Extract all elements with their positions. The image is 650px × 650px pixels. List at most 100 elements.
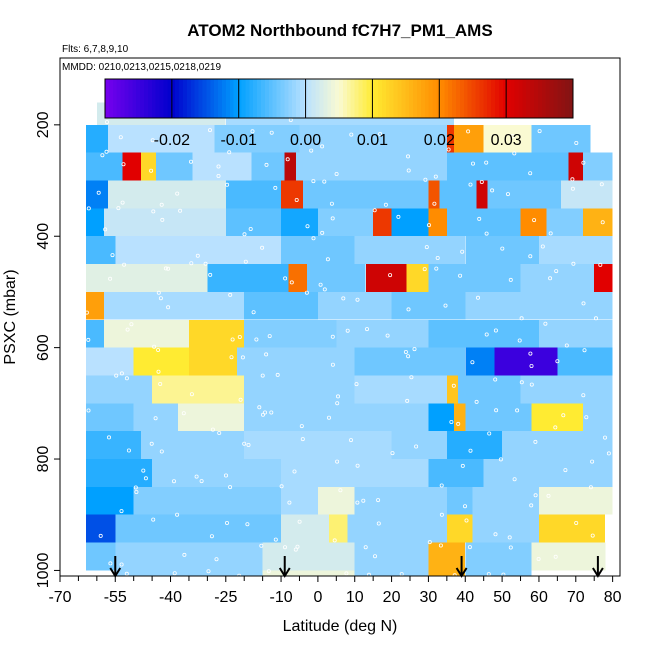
x-tick-label: 30 xyxy=(420,589,438,606)
heatmap-cell xyxy=(317,486,355,515)
heatmap-cell xyxy=(85,208,105,237)
data-marker xyxy=(175,191,180,196)
colorbar-segment xyxy=(292,79,297,118)
colorbar-segment xyxy=(510,79,515,118)
data-marker xyxy=(108,561,113,566)
data-marker xyxy=(237,334,242,339)
colorbar-segment xyxy=(140,79,145,118)
colorbar-segment xyxy=(288,79,293,118)
data-marker xyxy=(372,554,377,559)
y-tick-label: 200 xyxy=(35,111,52,138)
data-marker xyxy=(467,545,472,550)
data-marker xyxy=(262,410,267,415)
data-marker xyxy=(188,159,193,164)
data-marker xyxy=(548,231,553,236)
colorbar-segment xyxy=(147,79,153,118)
colorbar-segment xyxy=(198,79,203,118)
data-marker xyxy=(468,182,473,187)
data-marker xyxy=(141,468,146,473)
colorbar-segment xyxy=(339,79,344,118)
heatmap-cell xyxy=(188,319,245,348)
data-marker xyxy=(405,154,410,159)
colorbar-segment xyxy=(222,79,227,118)
colorbar-segment xyxy=(436,79,441,118)
heatmap-cell xyxy=(85,431,142,459)
data-marker xyxy=(279,484,284,489)
data-marker xyxy=(189,261,194,266)
colorbar-segment xyxy=(300,79,305,118)
data-marker xyxy=(260,373,265,378)
colorbar-segment xyxy=(456,79,461,118)
data-marker xyxy=(305,224,310,229)
data-marker xyxy=(543,321,548,326)
data-marker xyxy=(546,493,551,498)
colorbar-segment xyxy=(561,79,566,118)
heatmap-cell xyxy=(281,236,355,264)
data-marker xyxy=(599,182,604,187)
colorbar-segment xyxy=(378,79,383,118)
heatmap-cell xyxy=(465,347,495,376)
data-marker xyxy=(156,290,161,295)
data-marker xyxy=(519,380,524,385)
data-marker xyxy=(216,173,221,178)
heatmap-cell xyxy=(303,180,429,209)
data-marker xyxy=(354,382,359,387)
data-marker xyxy=(152,344,157,349)
colorbar-segment xyxy=(491,79,496,118)
data-marker xyxy=(330,216,335,221)
data-marker xyxy=(159,449,164,454)
data-marker xyxy=(242,441,247,446)
data-marker xyxy=(119,509,124,514)
x-axis-label: Latitude (deg N) xyxy=(283,618,398,635)
heatmap-cell xyxy=(483,124,532,153)
data-marker xyxy=(295,544,300,549)
colorbar-segment xyxy=(202,79,207,118)
data-marker xyxy=(435,255,440,260)
data-marker xyxy=(432,201,437,206)
data-marker xyxy=(238,397,243,402)
data-marker xyxy=(532,218,537,223)
data-marker xyxy=(124,571,129,576)
heatmap-cell xyxy=(446,375,458,404)
heatmap-cell xyxy=(281,180,304,209)
colorbar-segment xyxy=(323,79,328,118)
heatmap-cell xyxy=(538,236,613,264)
heatmap-cell xyxy=(107,180,226,209)
heatmap-cell xyxy=(85,347,134,376)
x-tick-label: 70 xyxy=(567,589,585,606)
data-marker xyxy=(214,557,219,562)
data-marker xyxy=(240,355,245,360)
heatmap-cell xyxy=(85,542,116,571)
data-marker xyxy=(590,533,595,538)
data-marker xyxy=(570,186,575,191)
data-marker xyxy=(84,310,89,315)
data-marker xyxy=(329,201,334,206)
data-marker xyxy=(334,171,339,176)
data-marker xyxy=(529,382,534,387)
heatmap-cell xyxy=(244,375,355,404)
colorbar-segment xyxy=(514,79,519,118)
data-marker xyxy=(582,348,587,353)
data-marker xyxy=(300,437,305,442)
data-marker xyxy=(120,200,125,205)
data-marker xyxy=(403,349,408,354)
heatmap-cell xyxy=(557,347,613,376)
heatmap-cell xyxy=(115,514,282,543)
heatmap-cell xyxy=(85,152,123,181)
heatmap-cell xyxy=(494,347,558,376)
data-marker xyxy=(322,287,327,292)
x-tick-label: -10 xyxy=(269,589,292,606)
data-marker xyxy=(355,463,360,468)
data-marker xyxy=(341,296,346,301)
heatmap-cell xyxy=(299,124,447,153)
colorbar-segment xyxy=(459,79,465,118)
colorbar-segment xyxy=(245,79,250,118)
data-marker xyxy=(367,572,371,576)
data-marker xyxy=(126,448,131,453)
heatmap-cell xyxy=(446,152,569,181)
colorbar-segment xyxy=(405,79,410,118)
data-marker xyxy=(216,164,221,169)
data-marker xyxy=(297,519,302,524)
heatmap-cell xyxy=(446,514,473,543)
